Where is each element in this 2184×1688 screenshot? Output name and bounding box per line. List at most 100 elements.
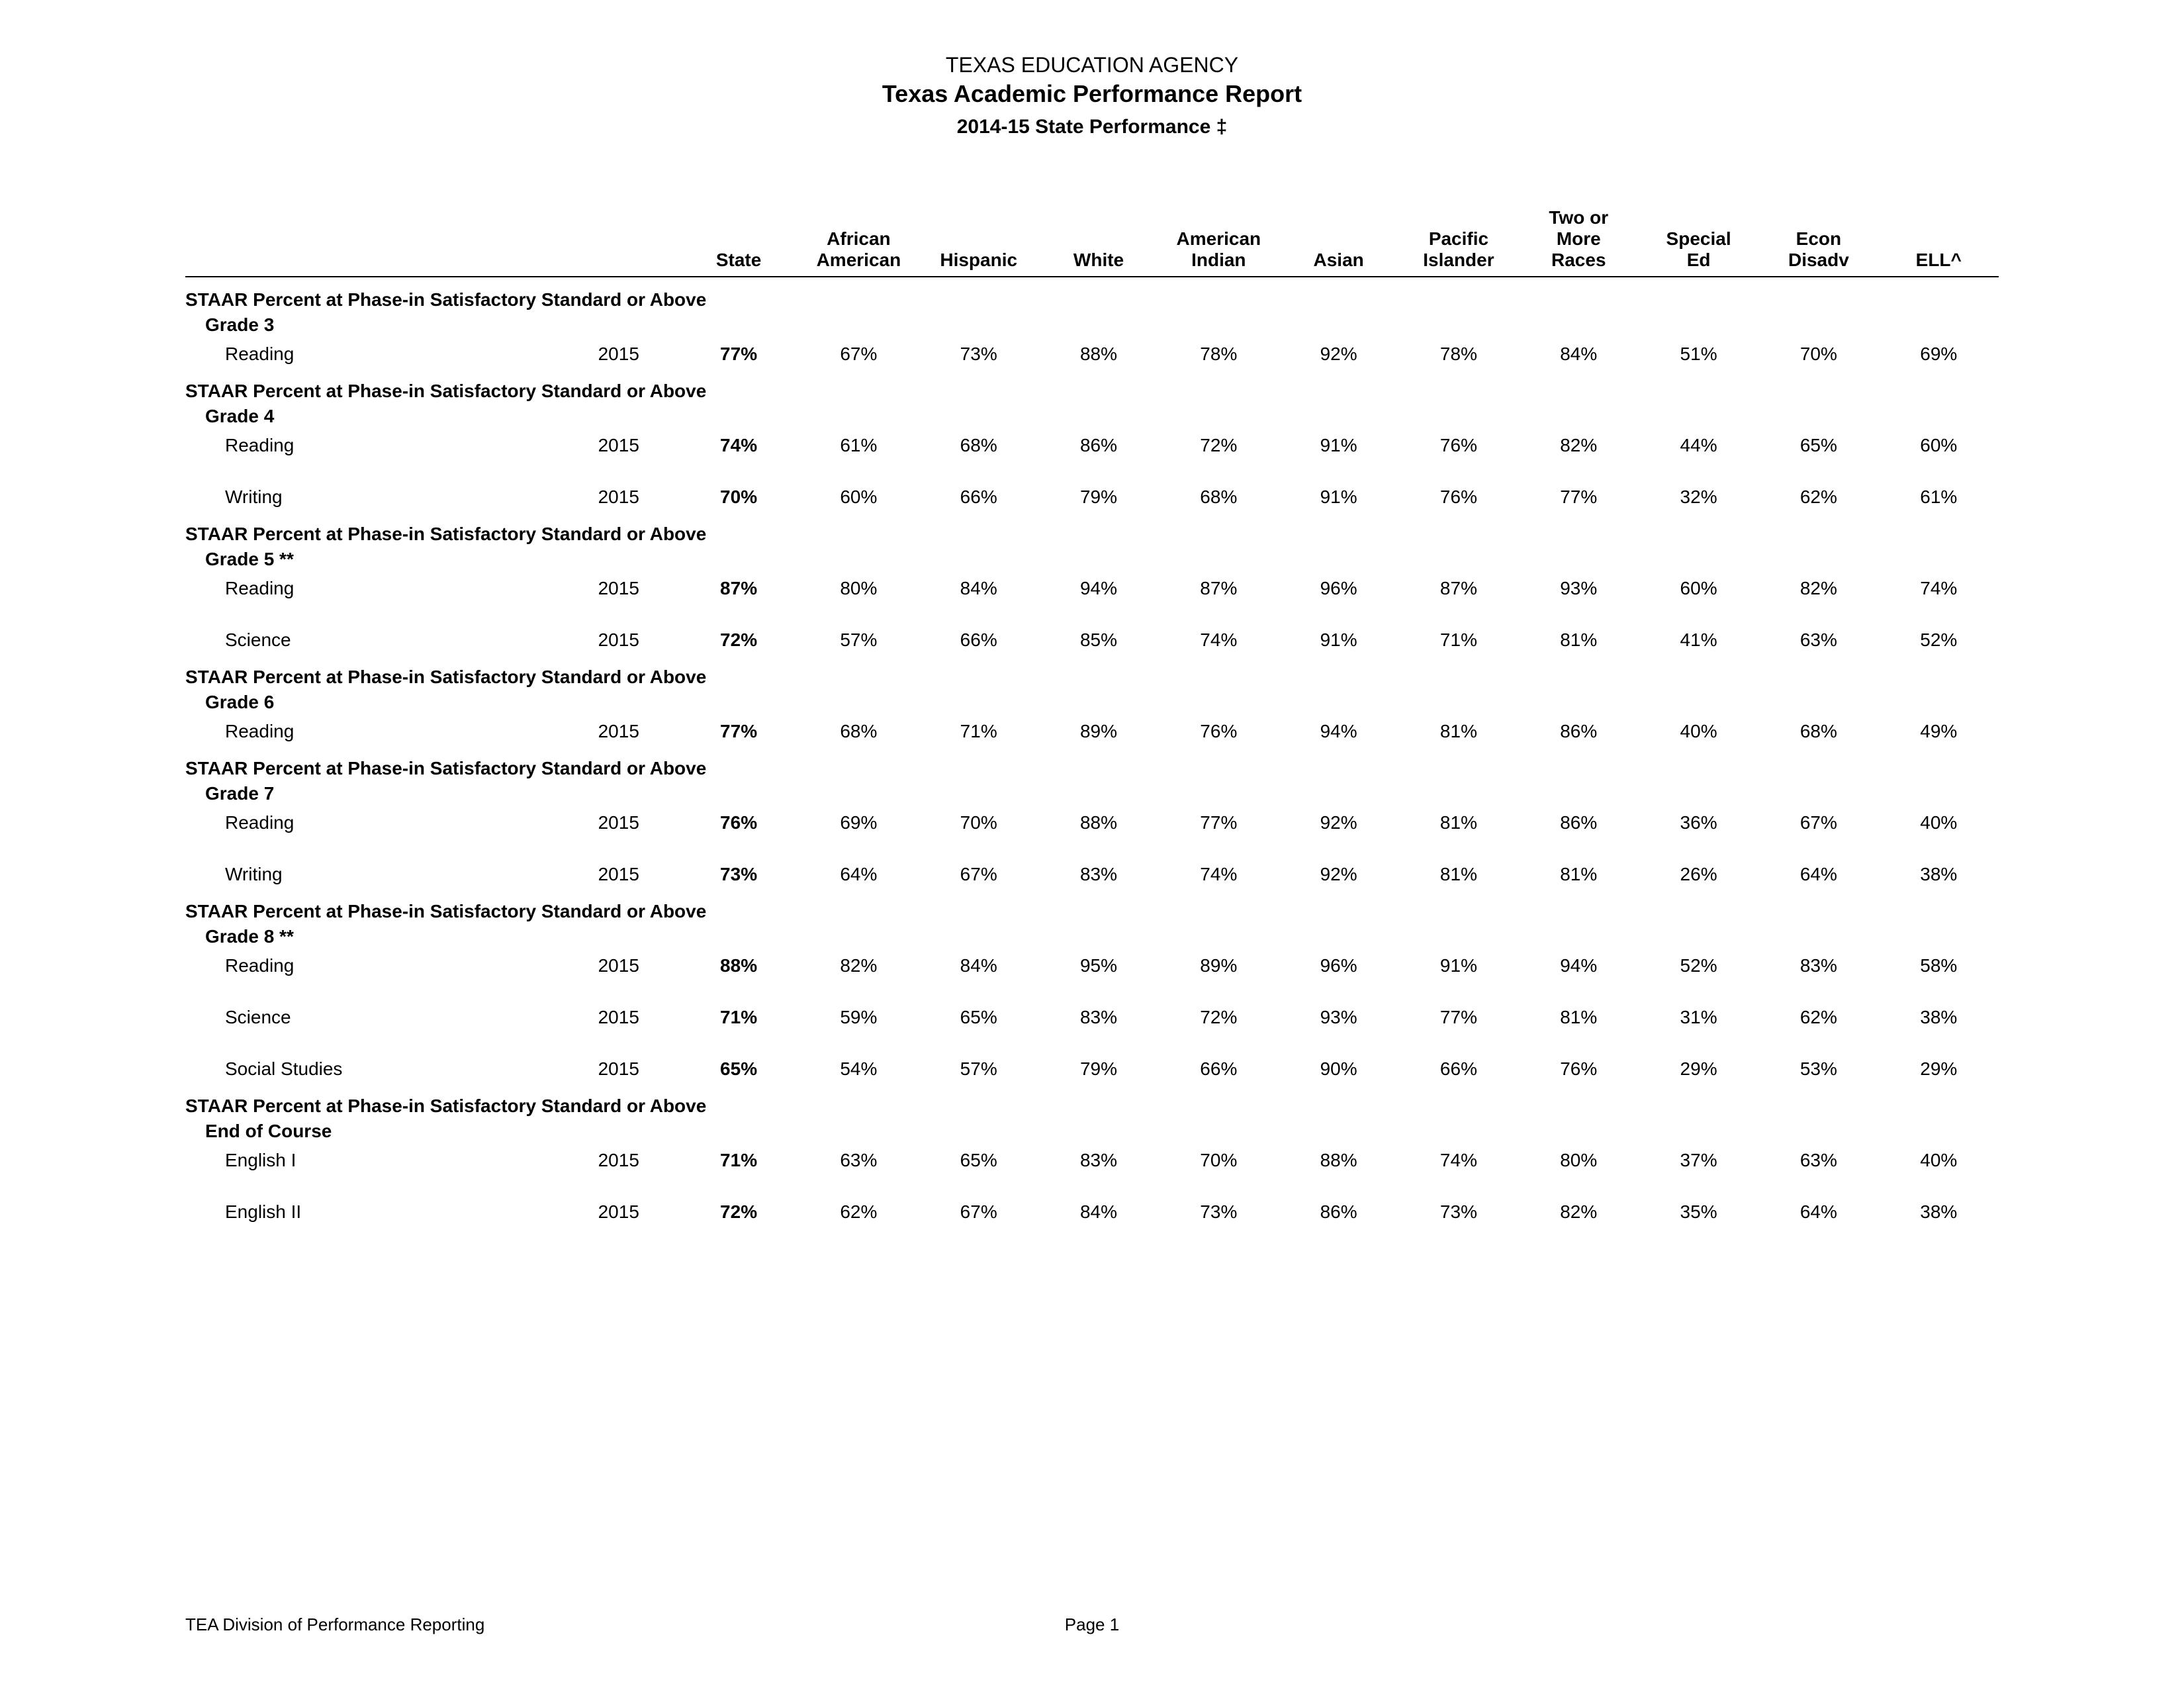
value-cell: 37% — [1639, 1146, 1758, 1175]
value-cell: 67% — [919, 860, 1038, 889]
value-cell: 82% — [1519, 431, 1639, 460]
value-cell: 74% — [1159, 860, 1279, 889]
value-cell: 81% — [1519, 1003, 1639, 1032]
row-spacer — [185, 603, 1999, 626]
value-cell: 67% — [1758, 808, 1878, 837]
table-row: Reading201577%68%71%89%76%94%81%86%40%68… — [185, 717, 1999, 746]
value-cell: 81% — [1398, 808, 1518, 837]
value-cell: 63% — [1758, 1146, 1878, 1175]
value-cell: 88% — [1038, 340, 1158, 369]
value-cell: 53% — [1758, 1055, 1878, 1084]
value-cell: 70% — [1159, 1146, 1279, 1175]
value-cell: 74% — [1159, 626, 1279, 655]
table-row: English II201572%62%67%84%73%86%73%82%35… — [185, 1197, 1999, 1227]
value-cell: 64% — [1758, 1197, 1878, 1227]
col-header: State — [678, 205, 798, 277]
value-cell: 80% — [799, 574, 919, 603]
grade-label: End of Course — [185, 1121, 1999, 1146]
value-cell: 26% — [1639, 860, 1758, 889]
value-cell: 90% — [1279, 1055, 1398, 1084]
value-cell: 69% — [1879, 340, 1999, 369]
value-cell: 76% — [1398, 431, 1518, 460]
table-row: Reading201577%67%73%88%78%92%78%84%51%70… — [185, 340, 1999, 369]
value-cell: 66% — [1159, 1055, 1279, 1084]
value-cell: 73% — [678, 860, 798, 889]
value-cell: 84% — [1519, 340, 1639, 369]
table-row: English I201571%63%65%83%70%88%74%80%37%… — [185, 1146, 1999, 1175]
value-cell: 94% — [1519, 951, 1639, 980]
value-cell: 84% — [1038, 1197, 1158, 1227]
subject-cell: Writing — [185, 860, 559, 889]
value-cell: 72% — [1159, 1003, 1279, 1032]
value-cell: 72% — [678, 626, 798, 655]
section-heading: STAAR Percent at Phase-in Satisfactory S… — [185, 277, 1999, 314]
subject-cell: Reading — [185, 574, 559, 603]
value-cell: 77% — [1519, 483, 1639, 512]
value-cell: 89% — [1038, 717, 1158, 746]
value-cell: 78% — [1398, 340, 1518, 369]
value-cell: 81% — [1398, 717, 1518, 746]
value-cell: 64% — [1758, 860, 1878, 889]
value-cell: 81% — [1519, 860, 1639, 889]
value-cell: 96% — [1279, 574, 1398, 603]
value-cell: 67% — [919, 1197, 1038, 1227]
year-cell: 2015 — [559, 1197, 678, 1227]
value-cell: 89% — [1159, 951, 1279, 980]
grade-label: Grade 5 ** — [185, 549, 1999, 574]
value-cell: 91% — [1279, 483, 1398, 512]
year-cell: 2015 — [559, 340, 678, 369]
value-cell: 73% — [1159, 1197, 1279, 1227]
value-cell: 38% — [1879, 1197, 1999, 1227]
value-cell: 66% — [919, 483, 1038, 512]
section-heading: STAAR Percent at Phase-in Satisfactory S… — [185, 889, 1999, 926]
subject-cell: Reading — [185, 431, 559, 460]
value-cell: 72% — [678, 1197, 798, 1227]
subject-cell: Science — [185, 626, 559, 655]
value-cell: 52% — [1639, 951, 1758, 980]
section-heading: STAAR Percent at Phase-in Satisfactory S… — [185, 369, 1999, 406]
subject-cell: Social Studies — [185, 1055, 559, 1084]
value-cell: 71% — [919, 717, 1038, 746]
value-cell: 92% — [1279, 860, 1398, 889]
value-cell: 60% — [1639, 574, 1758, 603]
value-cell: 78% — [1159, 340, 1279, 369]
value-cell: 84% — [919, 951, 1038, 980]
value-cell: 38% — [1879, 1003, 1999, 1032]
col-header: SpecialEd — [1639, 205, 1758, 277]
value-cell: 81% — [1398, 860, 1518, 889]
value-cell: 52% — [1879, 626, 1999, 655]
value-cell: 82% — [1519, 1197, 1639, 1227]
grade-label: Grade 3 — [185, 314, 1999, 340]
value-cell: 40% — [1879, 1146, 1999, 1175]
table-row: Writing201573%64%67%83%74%92%81%81%26%64… — [185, 860, 1999, 889]
subject-cell: Science — [185, 1003, 559, 1032]
value-cell: 65% — [919, 1003, 1038, 1032]
value-cell: 49% — [1879, 717, 1999, 746]
year-cell: 2015 — [559, 1146, 678, 1175]
col-header-year — [559, 205, 678, 277]
value-cell: 86% — [1279, 1197, 1398, 1227]
value-cell: 66% — [919, 626, 1038, 655]
value-cell: 83% — [1758, 951, 1878, 980]
value-cell: 73% — [919, 340, 1038, 369]
year-cell: 2015 — [559, 626, 678, 655]
subject-cell: English I — [185, 1146, 559, 1175]
value-cell: 79% — [1038, 483, 1158, 512]
value-cell: 91% — [1398, 951, 1518, 980]
value-cell: 93% — [1279, 1003, 1398, 1032]
value-cell: 94% — [1038, 574, 1158, 603]
value-cell: 65% — [678, 1055, 798, 1084]
value-cell: 92% — [1279, 808, 1398, 837]
table-row: Science201572%57%66%85%74%91%71%81%41%63… — [185, 626, 1999, 655]
value-cell: 85% — [1038, 626, 1158, 655]
value-cell: 95% — [1038, 951, 1158, 980]
col-header: EconDisadv — [1758, 205, 1878, 277]
value-cell: 62% — [1758, 1003, 1878, 1032]
subject-cell: Reading — [185, 951, 559, 980]
value-cell: 29% — [1639, 1055, 1758, 1084]
value-cell: 79% — [1038, 1055, 1158, 1084]
report-title: Texas Academic Performance Report — [185, 80, 1999, 108]
table-row: Reading201587%80%84%94%87%96%87%93%60%82… — [185, 574, 1999, 603]
row-spacer — [185, 837, 1999, 860]
value-cell: 68% — [919, 431, 1038, 460]
